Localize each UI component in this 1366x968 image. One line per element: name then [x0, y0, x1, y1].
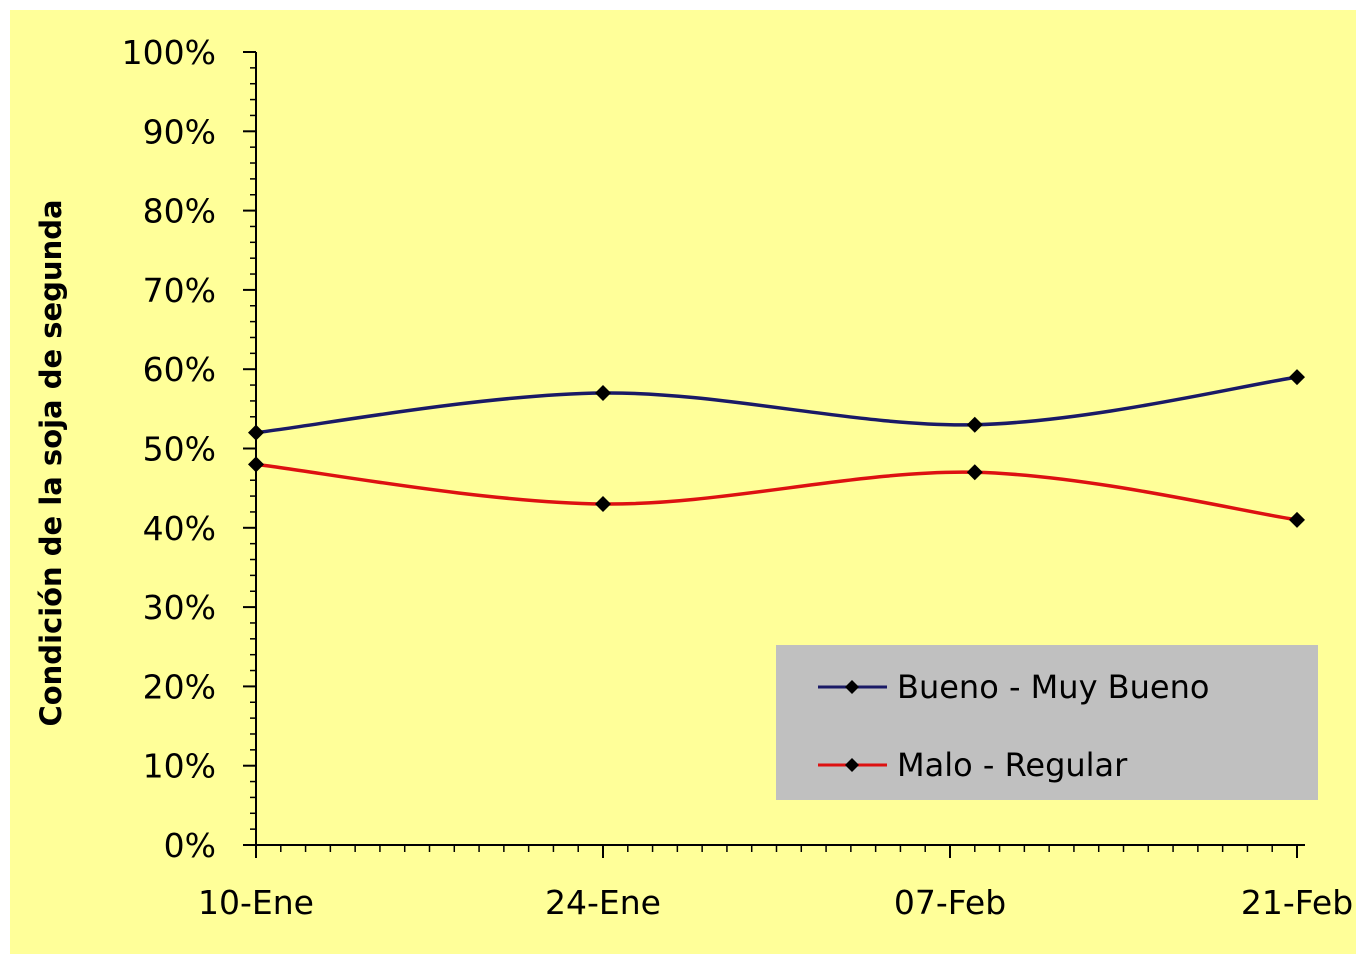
- x-tick-label: 07-Feb: [894, 883, 1006, 922]
- y-tick-label: 70%: [143, 271, 216, 310]
- x-axis-ticks: [255, 845, 1298, 858]
- x-tick-label: 21-Feb: [1241, 883, 1353, 922]
- data-point-marker: [966, 464, 983, 481]
- y-tick-label: 20%: [143, 667, 216, 706]
- legend-marker-bueno: [845, 680, 859, 694]
- y-tick-label: 90%: [143, 112, 216, 151]
- data-point-marker: [248, 456, 264, 473]
- data-point-marker: [595, 384, 611, 401]
- y-tick-label: 30%: [143, 588, 216, 627]
- data-point-marker: [1289, 369, 1305, 386]
- data-point-marker: [248, 424, 264, 441]
- series-layer: [248, 369, 1305, 528]
- legend-label-bueno: Bueno - Muy Bueno: [897, 668, 1209, 706]
- y-tick-label: 0%: [164, 826, 216, 865]
- legend-box: [776, 645, 1318, 800]
- legend: Bueno - Muy Bueno Malo - Regular: [776, 645, 1318, 800]
- chart-background: [10, 10, 1356, 954]
- y-tick-label: 80%: [143, 192, 216, 231]
- y-axis-title: Condición de la soja de segunda: [34, 199, 68, 726]
- x-tick-label: 24-Ene: [545, 883, 661, 922]
- y-tick-label: 100%: [122, 33, 216, 72]
- legend-marker-malo: [845, 758, 859, 772]
- y-axis-labels: 0% 10% 20% 30% 40% 50% 60% 70% 80% 90% 100%: [122, 33, 216, 865]
- y-tick-label: 40%: [143, 509, 216, 548]
- data-point-marker: [966, 416, 983, 433]
- data-point-marker: [595, 496, 611, 513]
- series-line-0: [255, 375, 1298, 435]
- x-axis-labels: 10-Ene 24-Ene 07-Feb 21-Feb: [198, 883, 1353, 922]
- y-tick-label: 10%: [143, 747, 216, 786]
- y-tick-label: 60%: [143, 350, 216, 389]
- x-tick-label: 10-Ene: [198, 883, 314, 922]
- legend-label-malo: Malo - Regular: [897, 746, 1128, 784]
- series-line-1: [255, 462, 1298, 522]
- y-tick-label: 50%: [143, 430, 216, 469]
- data-point-marker: [1289, 511, 1305, 528]
